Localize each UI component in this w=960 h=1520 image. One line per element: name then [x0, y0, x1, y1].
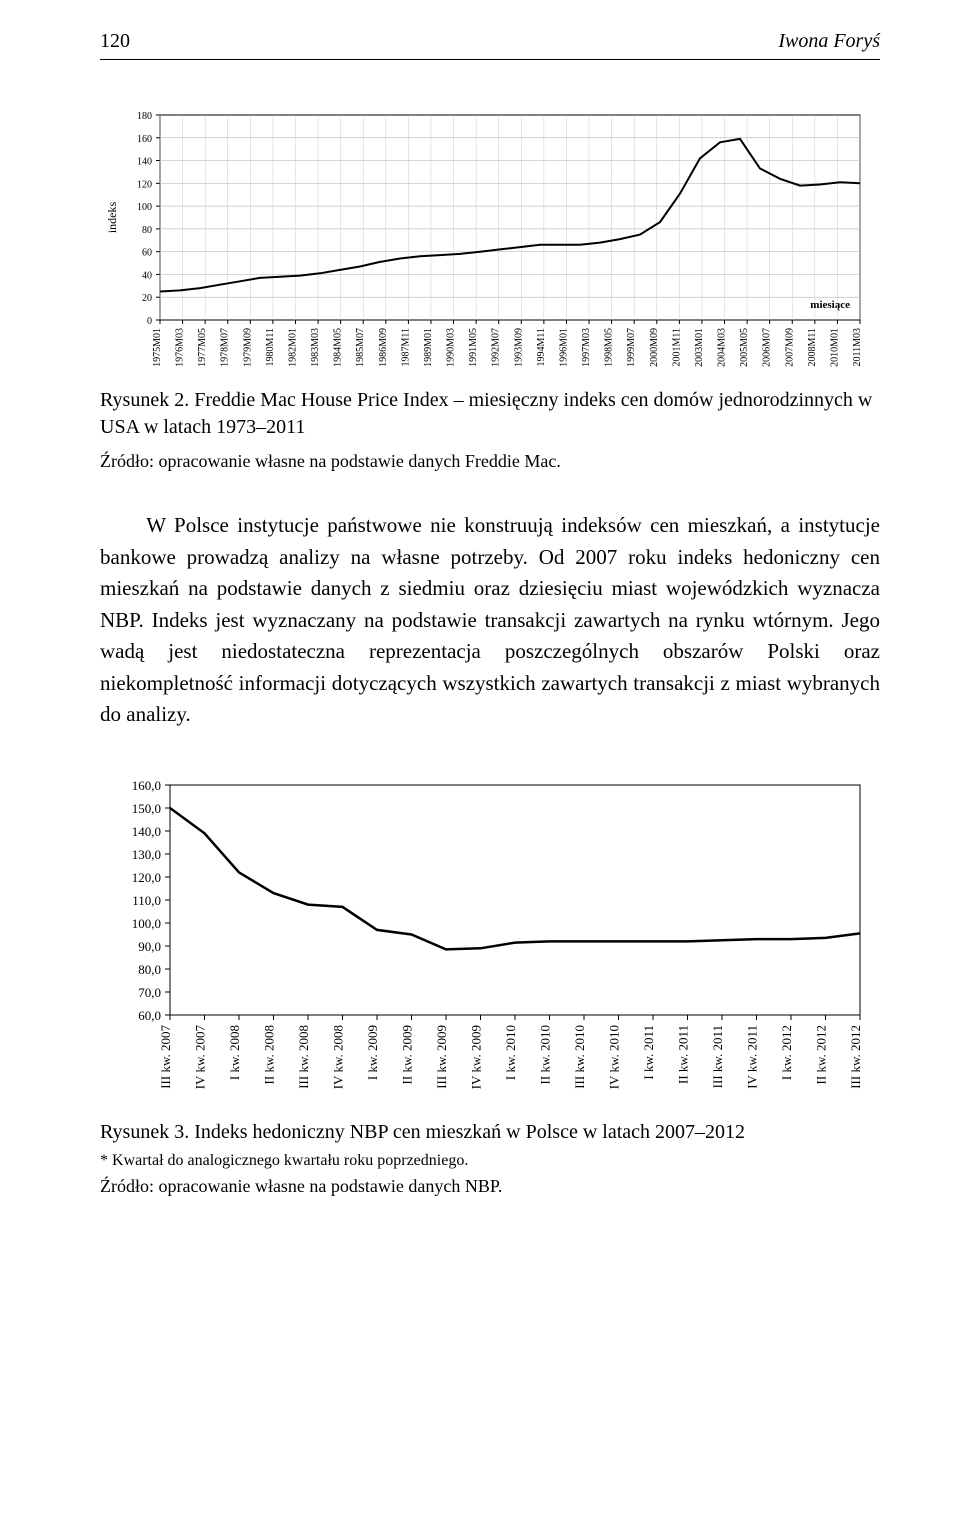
svg-text:II kw. 2012: II kw. 2012: [814, 1025, 829, 1084]
svg-text:20: 20: [142, 293, 152, 304]
figure-2-chart: 0 20 40 60 80 100 120 140 160 180 indeks 1975M01 197…: [100, 105, 880, 375]
svg-text:120,0: 120,0: [132, 870, 161, 885]
svg-text:140: 140: [137, 157, 152, 168]
svg-text:1977M05: 1977M05: [197, 328, 208, 367]
svg-text:miesiące: miesiące: [810, 299, 850, 311]
svg-text:1980M11: 1980M11: [265, 328, 276, 367]
svg-text:1979M09: 1979M09: [242, 328, 253, 367]
svg-text:IV kw. 2009: IV kw. 2009: [469, 1025, 484, 1089]
svg-text:1986M09: 1986M09: [378, 328, 389, 367]
svg-text:130,0: 130,0: [132, 847, 161, 862]
svg-text:1993M09: 1993M09: [513, 328, 524, 367]
svg-text:1975M01: 1975M01: [152, 328, 163, 367]
svg-text:I kw. 2008: I kw. 2008: [227, 1025, 242, 1080]
svg-text:1976M03: 1976M03: [175, 328, 186, 367]
svg-text:1992M07: 1992M07: [491, 328, 502, 367]
svg-text:60,0: 60,0: [138, 1008, 161, 1023]
svg-text:1984M05: 1984M05: [333, 328, 344, 367]
svg-text:2003M01: 2003M01: [694, 328, 705, 367]
svg-text:40: 40: [142, 270, 152, 281]
figure-2-source: Źródło: opracowanie własne na podstawie …: [100, 451, 880, 472]
svg-text:III kw. 2009: III kw. 2009: [434, 1025, 449, 1089]
svg-text:60: 60: [142, 248, 152, 259]
svg-text:140,0: 140,0: [132, 824, 161, 839]
svg-text:1987M11: 1987M11: [400, 328, 411, 367]
svg-text:1978M07: 1978M07: [220, 328, 231, 367]
svg-text:indeks: indeks: [105, 202, 119, 234]
svg-text:1983M03: 1983M03: [310, 328, 321, 367]
running-header: 120 Iwona Foryś: [100, 0, 880, 60]
svg-text:120: 120: [137, 179, 152, 190]
svg-text:III kw. 2011: III kw. 2011: [710, 1025, 725, 1088]
svg-text:1991M05: 1991M05: [468, 328, 479, 367]
svg-text:IV kw. 2010: IV kw. 2010: [607, 1025, 622, 1089]
svg-text:2011M03: 2011M03: [852, 328, 863, 367]
svg-text:150,0: 150,0: [132, 801, 161, 816]
svg-text:2005M05: 2005M05: [739, 328, 750, 367]
figure-3-footnote: * Kwartał do analogicznego kwartału roku…: [100, 1152, 880, 1170]
svg-text:100,0: 100,0: [132, 916, 161, 931]
body-paragraph: W Polsce instytucje państwowe nie konstr…: [100, 510, 880, 731]
svg-text:2001M11: 2001M11: [671, 328, 682, 367]
svg-text:0: 0: [147, 316, 152, 327]
svg-text:1998M05: 1998M05: [604, 328, 615, 367]
svg-text:160,0: 160,0: [132, 778, 161, 793]
svg-text:IV kw. 2011: IV kw. 2011: [745, 1025, 760, 1089]
svg-text:IV kw. 2008: IV kw. 2008: [331, 1025, 346, 1089]
page-number: 120: [100, 30, 130, 53]
svg-text:1982M01: 1982M01: [287, 328, 298, 367]
figure-3-source: Źródło: opracowanie własne na podstawie …: [100, 1176, 880, 1197]
svg-text:III kw. 2008: III kw. 2008: [296, 1025, 311, 1089]
figure-2-caption: Rysunek 2. Freddie Mac House Price Index…: [100, 387, 880, 441]
svg-text:160: 160: [137, 134, 152, 145]
svg-text:2004M03: 2004M03: [717, 328, 728, 367]
svg-text:I kw. 2010: I kw. 2010: [503, 1025, 518, 1080]
svg-text:III kw. 2010: III kw. 2010: [572, 1025, 587, 1089]
svg-text:I kw. 2012: I kw. 2012: [779, 1025, 794, 1080]
svg-text:2008M11: 2008M11: [807, 328, 818, 367]
svg-text:90,0: 90,0: [138, 939, 161, 954]
svg-text:III kw. 2007: III kw. 2007: [158, 1024, 173, 1088]
svg-text:100: 100: [137, 202, 152, 213]
svg-text:II kw. 2011: II kw. 2011: [676, 1025, 691, 1084]
figure-2-caption-text: Freddie Mac House Price Index – miesięcz…: [100, 389, 872, 438]
svg-text:II kw. 2010: II kw. 2010: [538, 1025, 553, 1084]
svg-text:III kw. 2012: III kw. 2012: [848, 1025, 863, 1089]
running-head-author: Iwona Foryś: [778, 30, 880, 53]
svg-text:I kw. 2009: I kw. 2009: [365, 1025, 380, 1080]
svg-text:1989M01: 1989M01: [423, 328, 434, 367]
line-chart-svg: 60,0 70,0 80,0 90,0 100,0 110,0 120,0 130,0 140,…: [100, 775, 880, 1105]
figure-3-label: Rysunek 3.: [100, 1121, 189, 1143]
svg-text:80: 80: [142, 225, 152, 236]
svg-text:1990M03: 1990M03: [446, 328, 457, 367]
svg-text:80,0: 80,0: [138, 962, 161, 977]
line-chart-svg: 0 20 40 60 80 100 120 140 160 180 indeks 1975M01 197…: [100, 105, 880, 375]
svg-text:1999M07: 1999M07: [626, 328, 637, 367]
svg-text:II kw. 2008: II kw. 2008: [262, 1025, 277, 1084]
svg-text:70,0: 70,0: [138, 985, 161, 1000]
svg-text:1994M11: 1994M11: [536, 328, 547, 367]
svg-text:2010M01: 2010M01: [829, 328, 840, 367]
svg-text:1996M01: 1996M01: [558, 328, 569, 367]
svg-text:II kw. 2009: II kw. 2009: [400, 1025, 415, 1084]
svg-text:180: 180: [137, 111, 152, 122]
svg-text:2007M09: 2007M09: [784, 328, 795, 367]
svg-text:2000M09: 2000M09: [649, 328, 660, 367]
svg-text:I kw. 2011: I kw. 2011: [641, 1025, 656, 1080]
page: 120 Iwona Foryś 0 20 40 60 80 100 120 140 160 180…: [0, 0, 960, 1257]
svg-text:IV kw. 2007: IV kw. 2007: [193, 1024, 208, 1089]
svg-text:110,0: 110,0: [132, 893, 161, 908]
svg-text:1985M07: 1985M07: [355, 328, 366, 367]
figure-3-caption-text: Indeks hedoniczny NBP cen mieszkań w Pol…: [194, 1121, 745, 1143]
svg-text:2006M07: 2006M07: [762, 328, 773, 367]
figure-3-chart: 60,0 70,0 80,0 90,0 100,0 110,0 120,0 130,0 140,…: [100, 775, 880, 1105]
figure-3-caption: Rysunek 3. Indeks hedoniczny NBP cen mie…: [100, 1119, 880, 1146]
figure-2-label: Rysunek 2.: [100, 389, 189, 411]
svg-text:1997M03: 1997M03: [581, 328, 592, 367]
